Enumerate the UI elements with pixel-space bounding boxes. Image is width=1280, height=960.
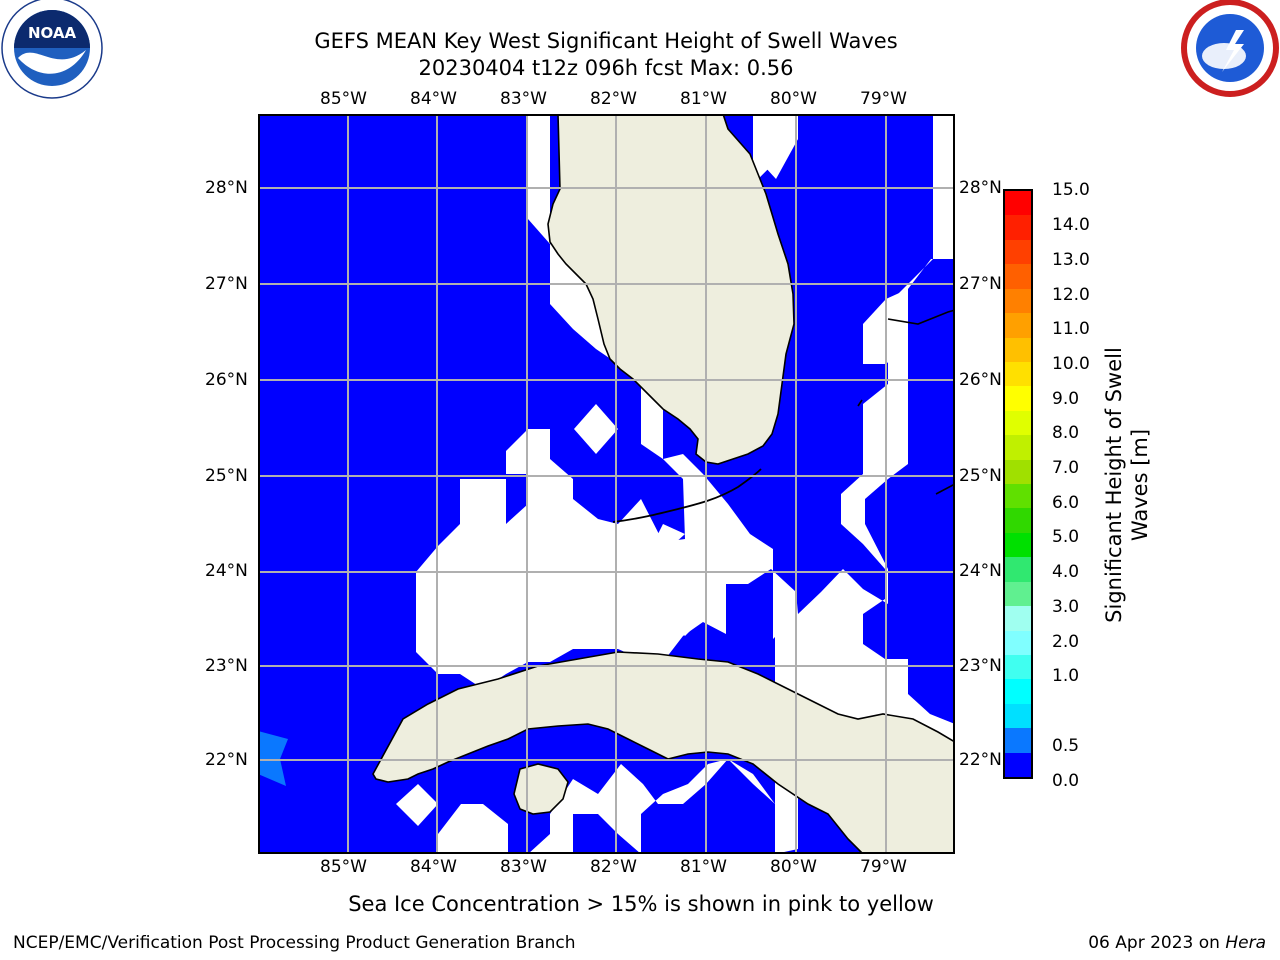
colorbar-swatch xyxy=(1005,630,1031,656)
bahamas-outline xyxy=(857,309,956,495)
land-florida xyxy=(547,113,795,465)
colorbar-swatch xyxy=(1005,410,1031,436)
colorbar-swatch xyxy=(1005,337,1031,362)
keys-outline xyxy=(612,468,762,523)
lat-label-right: 22°N xyxy=(959,750,1002,770)
lat-label-left: 25°N xyxy=(205,466,248,486)
colorbar-swatch xyxy=(1005,386,1031,411)
lat-label-right: 28°N xyxy=(959,178,1002,198)
colorbar-tick: 5.0 xyxy=(1052,527,1080,547)
colorbar-tick: 15.0 xyxy=(1052,180,1090,200)
colorbar-tick: 7.0 xyxy=(1052,458,1080,478)
footer-host: Hera xyxy=(1225,933,1266,953)
lon-label-top: 79°W xyxy=(860,89,907,109)
colorbar xyxy=(1003,189,1033,779)
colorbar-tick: 8.0 xyxy=(1052,423,1080,443)
nws-logo xyxy=(1178,0,1280,100)
lon-label-top: 85°W xyxy=(320,89,367,109)
colorbar-swatch xyxy=(1005,459,1031,485)
lat-label-left: 27°N xyxy=(205,274,248,294)
colorbar-tick: 13.0 xyxy=(1052,250,1090,270)
lat-label-left: 26°N xyxy=(205,370,248,390)
colorbar-swatch xyxy=(1005,557,1031,582)
lon-label-bottom: 85°W xyxy=(320,857,367,877)
colorbar-tick: 3.0 xyxy=(1052,597,1080,617)
colorbar-swatch xyxy=(1005,508,1031,533)
lat-label-left: 23°N xyxy=(205,656,248,676)
lat-label-right: 26°N xyxy=(959,370,1002,390)
lat-label-left: 28°N xyxy=(205,178,248,198)
colorbar-swatch xyxy=(1005,215,1031,240)
lon-label-bottom: 80°W xyxy=(770,857,817,877)
lon-label-bottom: 84°W xyxy=(410,857,457,877)
lon-label-bottom: 81°W xyxy=(680,857,727,877)
lat-label-left: 22°N xyxy=(205,750,248,770)
lon-label-bottom: 82°W xyxy=(590,857,637,877)
colorbar-tick: 10.0 xyxy=(1052,354,1090,374)
lat-label-right: 23°N xyxy=(959,656,1002,676)
colorbar-swatch xyxy=(1005,581,1031,607)
footer-date: 06 Apr 2023 on Hera xyxy=(1088,933,1266,953)
footer-branch: NCEP/EMC/Verification Post Processing Pr… xyxy=(13,933,576,953)
colorbar-tick: 6.0 xyxy=(1052,493,1080,513)
noaa-logo: NOAA xyxy=(0,0,104,104)
no-data-regions xyxy=(396,114,955,854)
colorbar-tick: 0.0 xyxy=(1052,771,1080,791)
colorbar-tick: 11.0 xyxy=(1052,319,1090,339)
map-canvas xyxy=(258,113,956,855)
chart-title-line1: GEFS MEAN Key West Significant Height of… xyxy=(314,29,898,53)
lon-label-bottom: 79°W xyxy=(860,857,907,877)
colorbar-tick: 2.0 xyxy=(1052,632,1080,652)
colorbar-tick: 14.0 xyxy=(1052,215,1090,235)
colorbar-tick: 9.0 xyxy=(1052,389,1080,409)
graticule xyxy=(258,114,955,854)
colorbar-tick: 1.0 xyxy=(1052,666,1080,686)
colorbar-swatch xyxy=(1005,728,1031,753)
lat-label-right: 27°N xyxy=(959,274,1002,294)
colorbar-swatch xyxy=(1005,288,1031,314)
colorbar-swatch xyxy=(1005,239,1031,265)
swell-height-map xyxy=(258,113,956,855)
colorbar-swatch xyxy=(1005,264,1031,289)
lat-label-right: 25°N xyxy=(959,466,1002,486)
lon-label-top: 82°W xyxy=(590,89,637,109)
colorbar-swatch xyxy=(1005,361,1031,387)
lon-label-bottom: 83°W xyxy=(500,857,547,877)
colorbar-swatch xyxy=(1005,313,1031,338)
swell-cell-0p5 xyxy=(258,731,288,786)
lon-label-top: 83°W xyxy=(500,89,547,109)
lon-label-top: 84°W xyxy=(410,89,457,109)
colorbar-tick: 12.0 xyxy=(1052,285,1090,305)
land-cuba xyxy=(372,651,956,855)
colorbar-swatch xyxy=(1005,191,1031,216)
colorbar-swatch xyxy=(1005,703,1031,729)
colorbar-swatch xyxy=(1005,532,1031,558)
chart-title-line2: 20230404 t12z 096h fcst Max: 0.56 xyxy=(418,56,794,80)
noaa-logo-text: NOAA xyxy=(28,24,77,42)
footer-date-text: 06 Apr 2023 on xyxy=(1088,933,1226,953)
colorbar-swatch xyxy=(1005,606,1031,631)
colorbar-label: Significant Height of Swell Waves [m] xyxy=(1102,347,1152,623)
lon-label-top: 80°W xyxy=(770,89,817,109)
colorbar-swatch xyxy=(1005,655,1031,680)
colorbar-tick: 4.0 xyxy=(1052,562,1080,582)
colorbar-swatch xyxy=(1005,752,1031,778)
colorbar-swatch xyxy=(1005,484,1031,509)
colorbar-tick: 0.5 xyxy=(1052,736,1080,756)
colorbar-swatch xyxy=(1005,435,1031,460)
sea-ice-caption: Sea Ice Concentration > 15% is shown in … xyxy=(348,892,934,916)
lon-label-top: 81°W xyxy=(680,89,727,109)
lat-label-right: 24°N xyxy=(959,561,1002,581)
colorbar-swatch xyxy=(1005,679,1031,704)
lat-label-left: 24°N xyxy=(205,561,248,581)
